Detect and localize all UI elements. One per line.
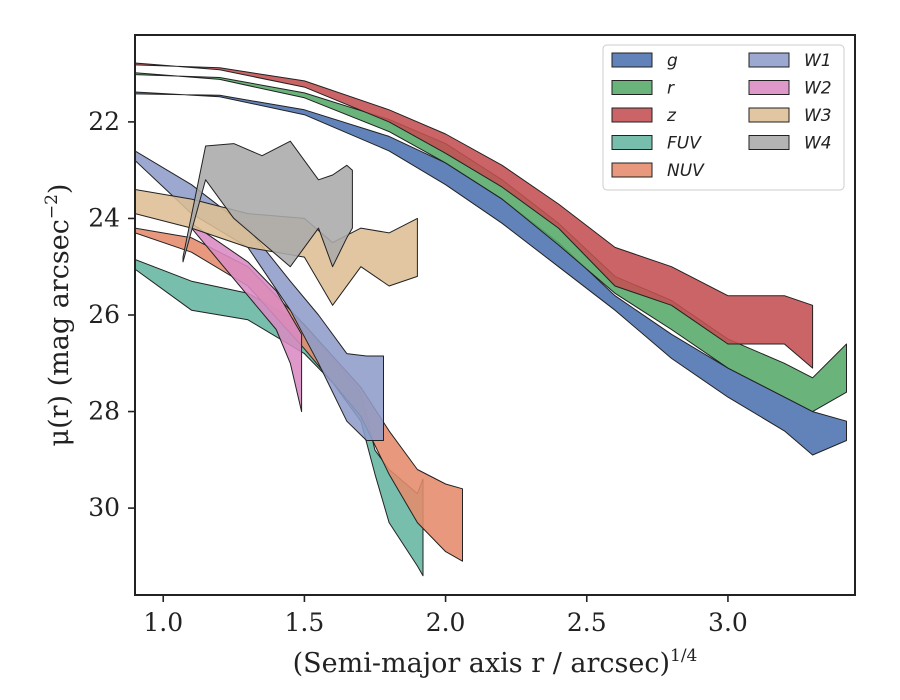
- y-axis-label-tail: ): [44, 184, 75, 195]
- series-band-w2: [191, 222, 303, 413]
- legend-label-w2: W2: [804, 79, 832, 99]
- y-tick-label: 28: [88, 397, 120, 426]
- x-tick-label: 2.0: [426, 608, 466, 637]
- legend-swatch-nuv: [611, 162, 653, 178]
- legend-swatch-g: [611, 52, 653, 68]
- legend-swatch-w1: [748, 52, 790, 68]
- y-tick-label: 26: [88, 300, 120, 329]
- legend-label-r: r: [667, 79, 675, 99]
- x-axis-label: (Semi-major axis r / arcsec)1/4: [293, 646, 698, 679]
- x-axis-label-superscript: 1/4: [670, 646, 697, 666]
- legend-label-nuv: NUV: [667, 161, 705, 181]
- legend-swatch-fuv: [611, 135, 653, 150]
- series-band-w4: [182, 140, 353, 268]
- legend-label-z: z: [666, 106, 677, 126]
- legend-swatch-z: [611, 107, 653, 123]
- legend-label-w4: W4: [804, 134, 832, 154]
- legend-label-w1: W1: [804, 51, 832, 71]
- y-tick-label: 30: [88, 493, 120, 522]
- plot-frame: [134, 34, 856, 596]
- y-tick-label: 22: [88, 107, 120, 136]
- legend-label-w3: W3: [804, 106, 832, 126]
- y-axis-label: μ(r) (mag arcsec−2): [42, 184, 75, 447]
- plot-area: [135, 62, 847, 577]
- legend-swatch-w2: [748, 80, 790, 95]
- x-tick-label: 2.5: [567, 608, 607, 637]
- legend-swatch-w3: [748, 107, 790, 123]
- series-band-z: [135, 62, 814, 369]
- legend-label-fuv: FUV: [667, 134, 702, 154]
- y-tick-label: 24: [88, 203, 120, 232]
- legend-swatch-w4: [748, 135, 790, 150]
- y-axis-label-superscript: −2: [42, 194, 62, 219]
- legend: grz FUV NUV W1 W2 W3 W4: [602, 44, 845, 191]
- x-tick-label: 3.0: [708, 608, 748, 637]
- legend-label-g: g: [667, 51, 678, 71]
- axis-ticks: 1.0 1.5 2.0 2.5 3.0 22 24 26 28 30: [88, 107, 748, 637]
- legend-swatch-r: [611, 80, 653, 95]
- x-tick-label: 1.0: [143, 608, 183, 637]
- x-tick-label: 1.5: [285, 608, 325, 637]
